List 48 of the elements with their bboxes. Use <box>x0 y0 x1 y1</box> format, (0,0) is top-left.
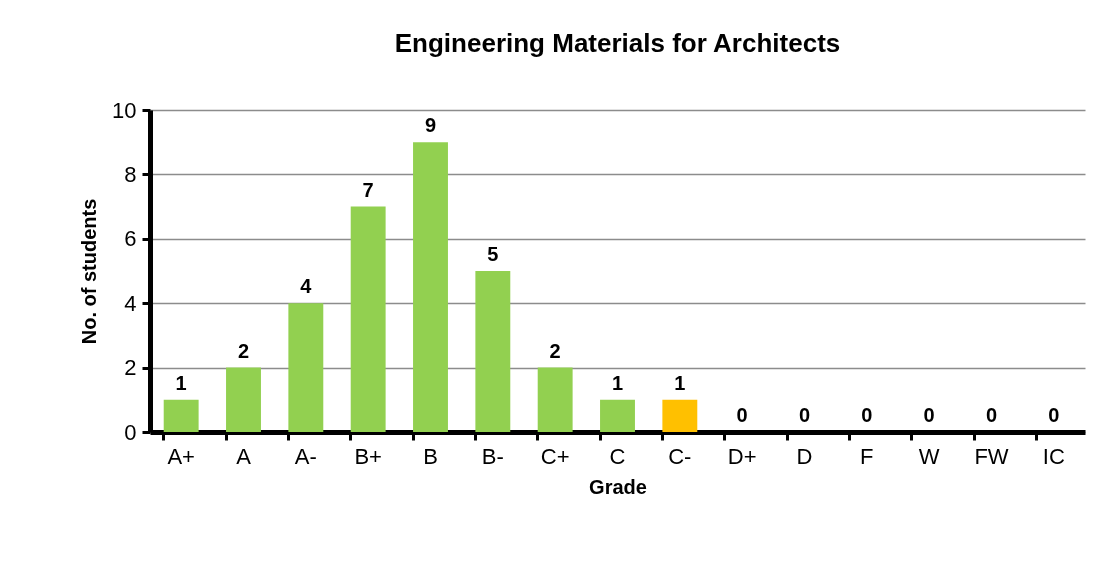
y-tick-label: 6 <box>124 226 137 252</box>
y-axis-title: No. of students <box>78 198 101 345</box>
bar <box>475 271 511 432</box>
bar <box>662 399 698 432</box>
y-tick-label: 0 <box>124 419 137 445</box>
x-tick-label: W <box>918 443 940 469</box>
data-label: 0 <box>736 404 748 426</box>
x-tick-label: FW <box>974 443 1009 469</box>
x-tick-label: F <box>860 443 874 469</box>
data-label: 1 <box>175 371 187 394</box>
x-tick-label: D <box>796 443 813 469</box>
x-tick-label: A+ <box>167 443 195 469</box>
data-label: 0 <box>923 404 935 426</box>
bar <box>350 206 386 432</box>
bar <box>537 367 573 432</box>
y-tick-label: 4 <box>124 290 137 316</box>
data-label: 2 <box>549 339 561 362</box>
y-tick-label: 2 <box>124 355 137 381</box>
data-label: 4 <box>300 275 313 298</box>
chart-title: Engineering Materials for Architects <box>394 28 841 58</box>
data-label: 0 <box>798 404 811 426</box>
data-label: 5 <box>487 243 499 265</box>
y-tick-label: 8 <box>124 161 137 187</box>
x-tick-label: B <box>423 443 438 469</box>
bar <box>600 399 635 432</box>
data-label: 0 <box>861 404 873 426</box>
bar <box>288 303 324 432</box>
x-tick-label: C- <box>668 443 692 469</box>
x-tick-label: C <box>609 443 626 469</box>
x-tick-label: A- <box>294 443 317 469</box>
bar <box>163 399 199 432</box>
data-label: 9 <box>424 114 437 137</box>
bar <box>413 142 448 432</box>
y-tick-label: 10 <box>112 97 137 123</box>
data-label: 1 <box>674 371 686 394</box>
x-tick-label: D+ <box>727 443 757 469</box>
data-label: 7 <box>362 178 374 201</box>
data-label: 0 <box>1048 404 1060 426</box>
data-label: 0 <box>985 404 998 426</box>
x-tick-label: A <box>236 443 252 469</box>
data-label: 1 <box>611 371 624 394</box>
data-label: 2 <box>237 339 250 362</box>
x-axis-title: Grade <box>589 475 647 498</box>
bar <box>226 367 261 432</box>
x-tick-label: B+ <box>354 443 382 469</box>
x-tick-label: IC <box>1042 443 1065 469</box>
x-tick-label: B- <box>481 443 504 469</box>
x-tick-label: C+ <box>540 443 570 469</box>
